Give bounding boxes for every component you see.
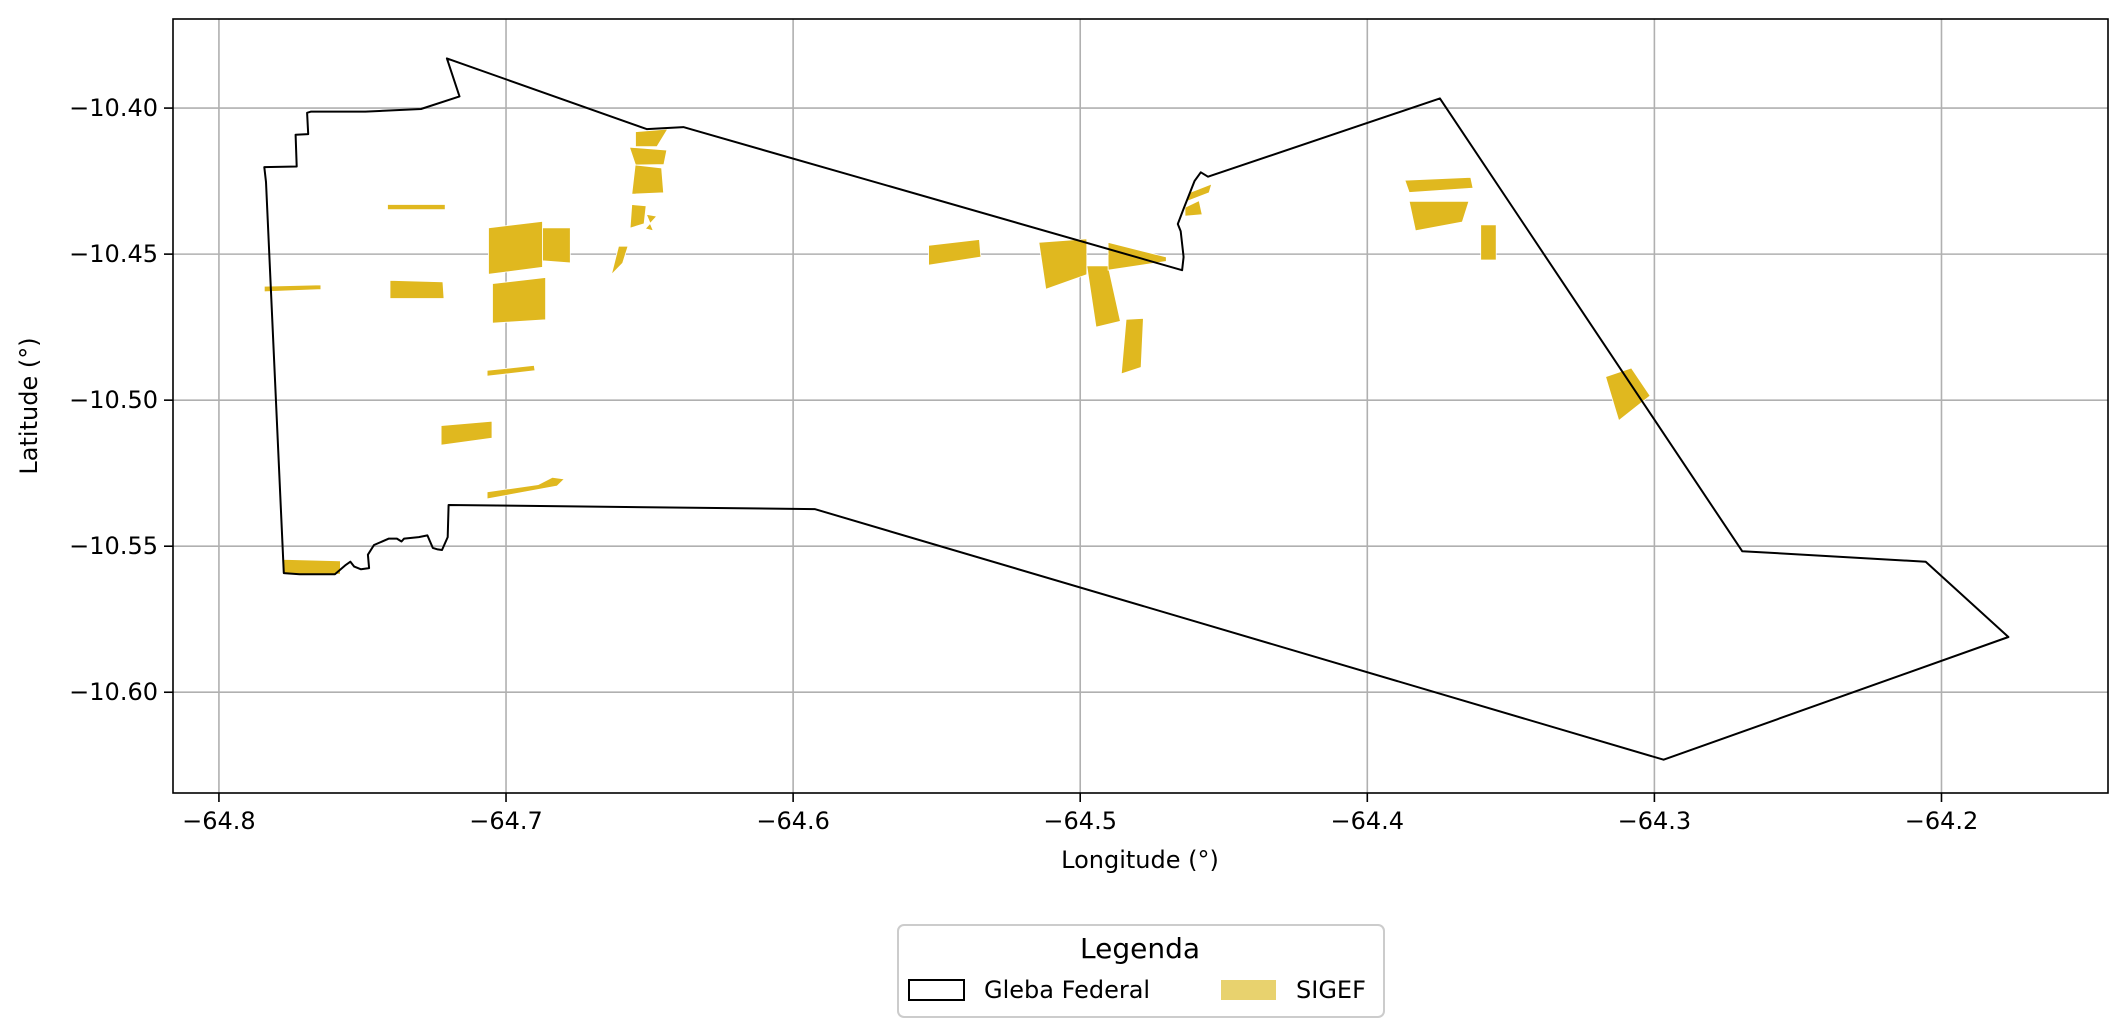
gleba-federal-boundary — [263, 57, 2010, 761]
sigef-parcel — [1184, 200, 1203, 217]
legend-swatch-sigef — [1221, 980, 1276, 1000]
sigef-parcel — [486, 476, 566, 500]
legend-label-gleba: Gleba Federal — [984, 976, 1150, 1004]
x-tick-label: −64.7 — [469, 807, 543, 835]
x-tick-label: −64.6 — [756, 807, 830, 835]
sigef-parcel — [389, 279, 445, 299]
sigef-parcel — [928, 239, 982, 266]
sigef-parcel — [387, 204, 446, 211]
x-tick-label: −64.3 — [1618, 807, 1692, 835]
y-axis-label: Latitude (°) — [15, 337, 43, 474]
y-tick-label: −10.50 — [69, 386, 158, 414]
y-axis-ticks: −10.40 −10.45 −10.50 −10.55 −10.60 — [69, 94, 173, 706]
x-tick-label: −64.5 — [1043, 807, 1117, 835]
legend-label-sigef: SIGEF — [1296, 976, 1366, 1004]
y-tick-label: −10.60 — [69, 678, 158, 706]
sigef-parcels — [263, 128, 1651, 575]
y-tick-label: −10.45 — [69, 240, 158, 268]
sigef-parcel — [1408, 200, 1470, 232]
sigef-parcel — [488, 220, 543, 275]
sigef-parcel — [1038, 238, 1088, 290]
sigef-parcel — [635, 128, 669, 148]
legend-swatch-gleba — [908, 979, 965, 1001]
sigef-parcel — [631, 164, 665, 195]
sigef-parcel — [1120, 317, 1144, 375]
sigef-parcel — [492, 277, 546, 324]
x-tick-label: −64.4 — [1331, 807, 1405, 835]
sigef-parcel — [440, 420, 493, 446]
y-tick-label: −10.55 — [69, 532, 158, 560]
sigef-parcel — [263, 284, 322, 293]
sigef-parcel — [628, 146, 668, 166]
legend-title: Legenda — [1080, 932, 1200, 965]
x-tick-label: −64.2 — [1905, 807, 1979, 835]
legend: Legenda Gleba Federal SIGEF — [897, 924, 1385, 1018]
sigef-parcel — [644, 213, 658, 232]
sigef-parcel — [1480, 224, 1497, 261]
y-tick-label: −10.40 — [69, 94, 158, 122]
sigef-parcel — [629, 204, 647, 229]
x-axis-label: Longitude (°) — [1061, 846, 1219, 874]
sigef-parcel — [610, 245, 629, 276]
x-tick-label: −64.8 — [182, 807, 256, 835]
sigef-parcel — [486, 364, 536, 377]
sigef-parcel — [542, 227, 571, 264]
x-axis-ticks: −64.8 −64.7 −64.6 −64.5 −64.4 −64.3 −64.2 — [182, 793, 1978, 835]
plot-frame — [172, 18, 2109, 794]
sigef-parcel — [1404, 176, 1474, 193]
sigef-parcel — [282, 558, 341, 575]
sigef-parcel — [1086, 265, 1121, 328]
